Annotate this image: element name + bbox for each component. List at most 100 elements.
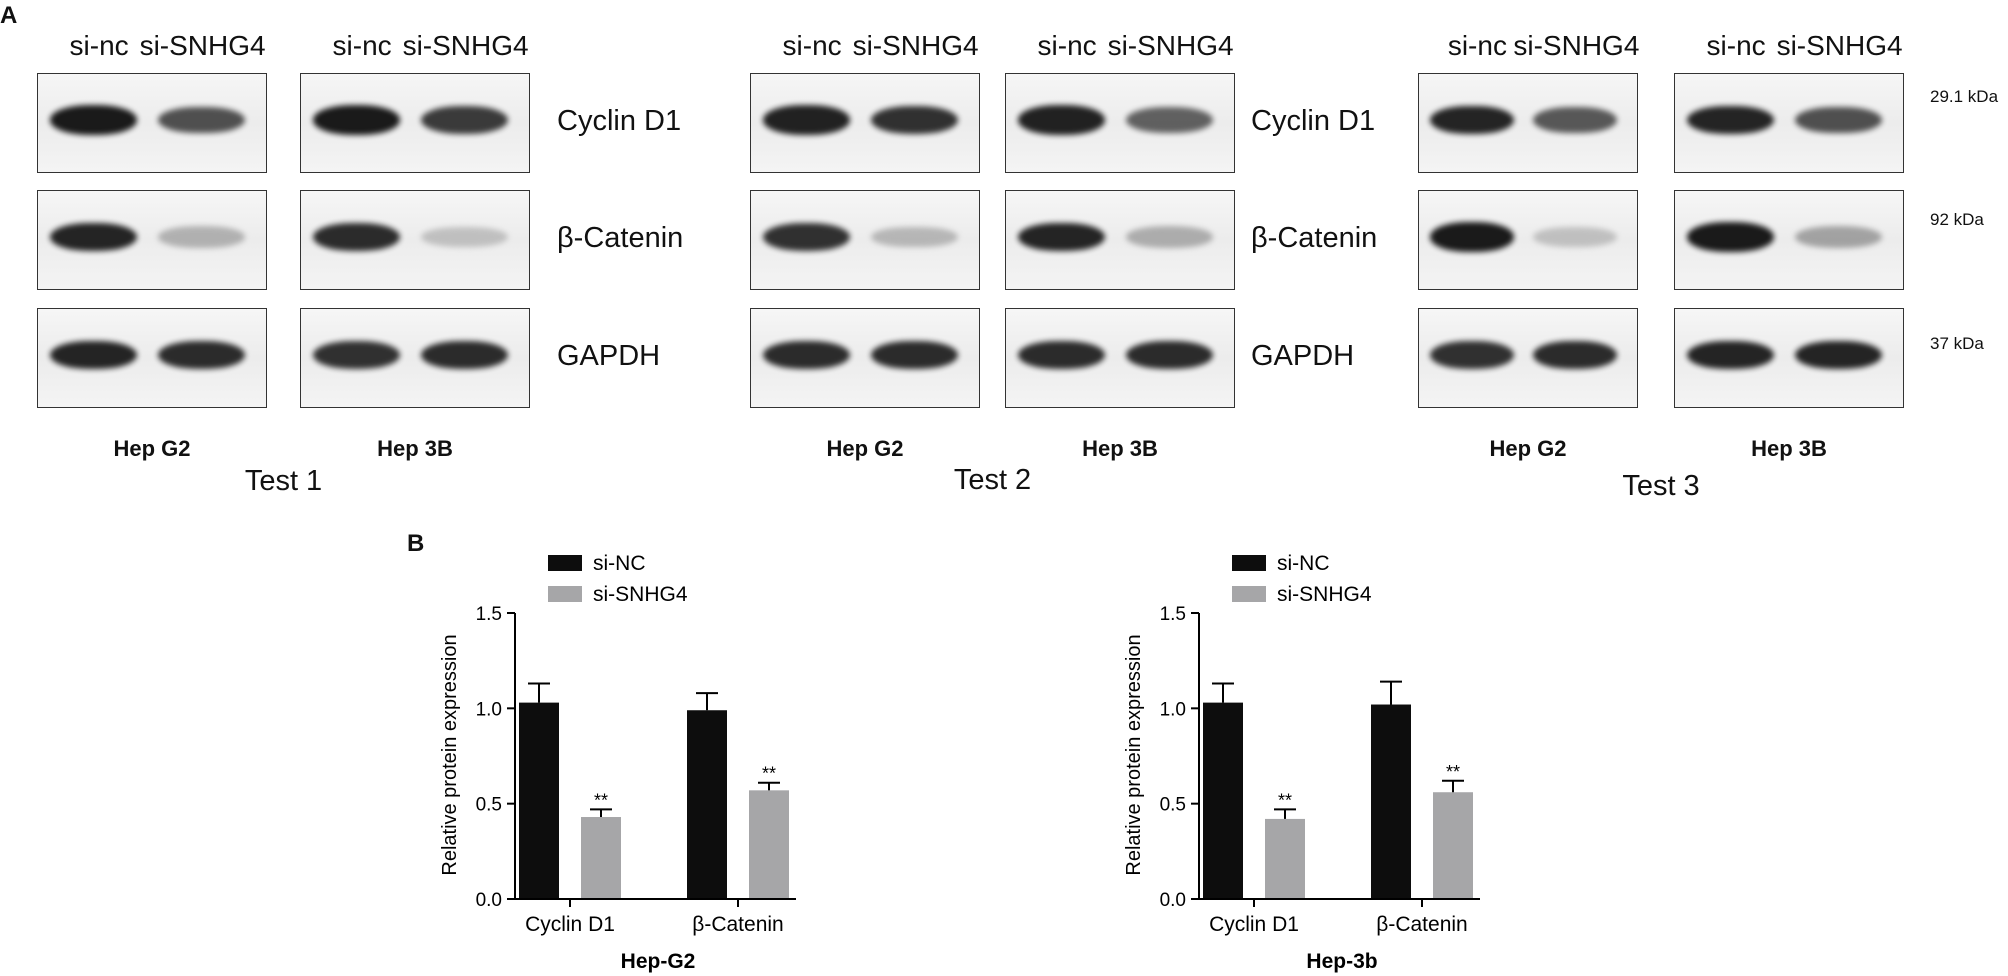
- blot-band: [312, 340, 400, 370]
- blot-band: [762, 340, 850, 370]
- legend-swatch: [548, 586, 582, 602]
- chart-title: Hep-G2: [621, 950, 696, 973]
- panel-a-letter: A: [0, 2, 18, 29]
- blot-band: [1125, 106, 1213, 134]
- blot-gapdh: [1005, 308, 1235, 408]
- blot-catenin: [37, 190, 267, 290]
- bar: [749, 790, 789, 899]
- x-tick-label: Cyclin D1: [525, 913, 615, 936]
- bar-chart-hep-g2: si-NC si-SNHG4 ** ** 0.0 0.5 1.0 1.5 Cyclin D1 β-…: [440, 552, 796, 973]
- blot-band: [420, 106, 508, 134]
- blot-band: [1686, 340, 1774, 370]
- blot-gapdh: [1674, 308, 1904, 408]
- significance-mark: **: [1278, 790, 1292, 810]
- y-axis-label: Relative protein expression: [440, 634, 461, 875]
- blot-cyclin: [37, 73, 267, 173]
- y-tick-label: 0.5: [476, 795, 502, 816]
- protein-label: Cyclin D1: [557, 105, 682, 137]
- blot-band: [49, 105, 137, 135]
- blot-band: [1794, 225, 1882, 249]
- legend-label: si-NC: [1277, 552, 1330, 575]
- protein-label: β-Catenin: [1251, 222, 1378, 254]
- y-tick-label: 0.0: [476, 890, 502, 911]
- blot-catenin: [1005, 190, 1235, 290]
- lane-label: si-nc: [782, 30, 842, 61]
- protein-label: GAPDH: [557, 340, 661, 372]
- blot-band: [1430, 222, 1514, 252]
- bar: [519, 702, 559, 899]
- y-tick-label: 1.0: [1160, 699, 1186, 720]
- significance-mark: **: [762, 764, 776, 784]
- legend-label: si-SNHG4: [593, 583, 688, 606]
- blot-band: [1794, 106, 1882, 134]
- cell-line-label: Hep G2: [1489, 436, 1567, 461]
- blot-band: [1686, 105, 1774, 135]
- bar: [1371, 704, 1411, 899]
- lane-label: si-SNHG4: [1513, 30, 1640, 61]
- y-tick-label: 0.5: [1160, 795, 1186, 816]
- legend-swatch: [548, 555, 582, 571]
- protein-label: β-Catenin: [557, 222, 684, 254]
- kda-label: 92 kDa: [1930, 210, 1984, 229]
- significance-mark: **: [1446, 762, 1460, 782]
- blot-band: [1794, 340, 1882, 370]
- blot-band: [1125, 226, 1213, 248]
- blot-band: [762, 222, 850, 252]
- blot-band: [870, 226, 958, 248]
- x-tick-label: Cyclin D1: [1209, 913, 1299, 936]
- kda-label: 29.1 kDa: [1930, 87, 1999, 106]
- cell-line-label: Hep G2: [826, 436, 904, 461]
- lane-label: si-SNHG4: [1107, 30, 1234, 61]
- lane-label: si-nc: [1447, 30, 1507, 61]
- y-tick-label: 1.0: [476, 699, 502, 720]
- chart-title: Hep-3b: [1306, 950, 1377, 973]
- blot-band: [49, 340, 137, 370]
- blot-gapdh: [750, 308, 980, 408]
- lane-label: si-nc: [1037, 30, 1097, 61]
- bar: [1433, 792, 1473, 899]
- blot-band: [157, 226, 245, 248]
- blot-gapdh: [300, 308, 530, 408]
- lane-label: si-SNHG4: [139, 30, 266, 61]
- legend-swatch: [1232, 586, 1266, 602]
- blot-band: [1533, 226, 1617, 248]
- protein-label: Cyclin D1: [1251, 105, 1376, 137]
- y-tick-label: 1.5: [1160, 604, 1186, 625]
- lane-label: si-nc: [332, 30, 392, 61]
- legend-swatch: [1232, 555, 1266, 571]
- y-tick-label: 1.5: [476, 604, 502, 625]
- lane-label: si-SNHG4: [852, 30, 979, 61]
- blot-band: [1017, 222, 1105, 252]
- blot-band: [312, 105, 400, 135]
- blot-catenin: [300, 190, 530, 290]
- blot-cyclin: [1674, 73, 1904, 173]
- legend-label: si-SNHG4: [1277, 583, 1372, 606]
- y-tick-label: 0.0: [1160, 890, 1186, 911]
- panel-b-letter: B: [407, 530, 425, 557]
- bar: [1203, 702, 1243, 899]
- blot-catenin: [1418, 190, 1638, 290]
- blot-band: [1430, 340, 1514, 370]
- blot-band: [1017, 340, 1105, 370]
- blot-band: [420, 340, 508, 370]
- blot-band: [1533, 340, 1617, 370]
- lane-label: si-nc: [69, 30, 129, 61]
- blot-band: [1017, 105, 1105, 135]
- legend-label: si-NC: [593, 552, 646, 575]
- blot-band: [420, 226, 508, 248]
- bar-chart-hep-3b: si-NC si-SNHG4 ** ** 0.0 0.5 1.0 1.5 Cyclin D1 β-…: [1124, 552, 1480, 973]
- blot-band: [312, 222, 400, 252]
- cell-line-label: Hep 3B: [1082, 436, 1158, 461]
- x-tick-label: β-Catenin: [1376, 913, 1467, 936]
- bar: [581, 817, 621, 899]
- blot-band: [1125, 340, 1213, 370]
- lane-label: si-SNHG4: [402, 30, 529, 61]
- cell-line-label: Hep 3B: [377, 436, 453, 461]
- test-label: Test 1: [244, 465, 323, 497]
- cell-line-label: Hep G2: [113, 436, 191, 461]
- kda-label: 37 kDa: [1930, 334, 1984, 353]
- blot-band: [762, 105, 850, 135]
- bar: [1265, 818, 1305, 899]
- blot-band: [1533, 106, 1617, 134]
- blot-catenin: [1674, 190, 1904, 290]
